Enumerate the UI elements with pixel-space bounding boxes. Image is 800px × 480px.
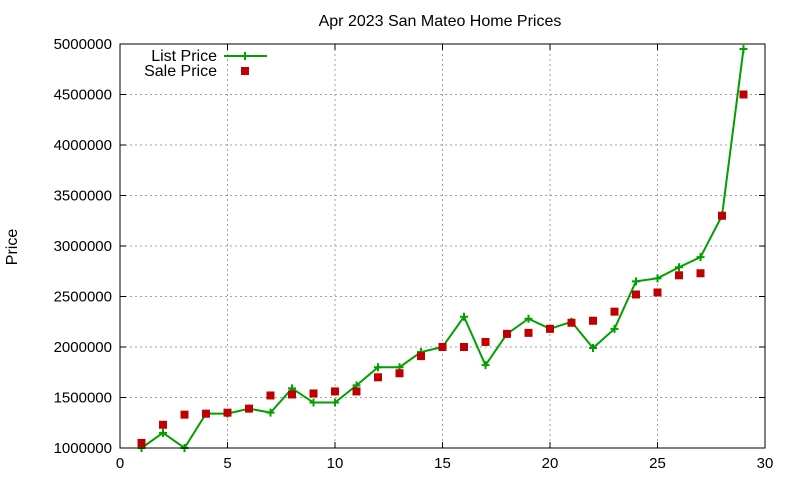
legend-sale-price-label: Sale Price [144, 63, 217, 80]
sale-price-point [180, 410, 189, 419]
list-price-point [675, 263, 683, 272]
series [137, 45, 748, 452]
legend-list-price-label: List Price [151, 48, 217, 65]
y-tick-label: 4000000 [54, 137, 112, 154]
x-tick-label: 30 [757, 455, 774, 472]
y-tick-label: 4500000 [54, 87, 112, 104]
sale-price-point [266, 391, 275, 400]
sale-price-point [374, 373, 382, 382]
sale-price-point [417, 352, 425, 361]
plot-frame [119, 43, 766, 449]
x-tick-label: 15 [434, 455, 451, 472]
sale-price-point [653, 288, 662, 297]
x-tick-label: 25 [649, 455, 666, 472]
list-price-point [266, 408, 275, 417]
y-tick-label: 2000000 [54, 339, 112, 356]
sale-price-point [309, 389, 318, 398]
sale-price-point [675, 271, 683, 280]
legend-sale-price-marker [241, 67, 249, 75]
sale-price-point [610, 307, 619, 316]
y-tick-label: 3500000 [54, 188, 112, 205]
sale-price-point [546, 324, 554, 333]
y-axis-label: Price [4, 229, 21, 266]
grid [120, 44, 765, 448]
y-tick-label: 3000000 [54, 238, 112, 255]
axis-ticks: 0 5 10 15 20 25 30 1000000 1500000 2000000 2500000… [54, 36, 774, 472]
y-tick-label: 1500000 [54, 390, 112, 407]
y-tick-label: 1000000 [54, 440, 112, 457]
sale-price-point [137, 438, 146, 447]
sale-price-point [223, 408, 232, 417]
sale-price-point [567, 318, 576, 327]
sale-price-point [245, 404, 253, 413]
sale-price-point [352, 387, 361, 396]
sale-price-point [524, 328, 533, 337]
x-tick-label: 5 [223, 455, 231, 472]
list-price-point [696, 253, 705, 262]
legend-list-price-marker [241, 52, 249, 60]
list-price-point [739, 45, 748, 54]
list-price-point [331, 398, 339, 407]
sale-price-point [438, 343, 447, 351]
sale-price-point [739, 90, 748, 99]
sale-price-point [159, 420, 167, 429]
list-price-point [589, 344, 597, 353]
list-price-point [159, 428, 167, 437]
sale-price-point [395, 369, 404, 378]
sale-price-point [288, 390, 296, 399]
sale-price-point [460, 343, 468, 351]
sale-price-point [503, 329, 511, 338]
list-price-point [653, 274, 662, 283]
list-price-point [524, 314, 533, 323]
x-tick-label: 0 [116, 455, 124, 472]
sale-price-point [632, 290, 640, 299]
list-price-point [632, 277, 640, 286]
list-price-point [481, 361, 490, 370]
sale-price-point [718, 211, 726, 220]
sale-price-point [589, 316, 597, 325]
x-tick-label: 20 [542, 455, 559, 472]
list-price-point [309, 398, 318, 407]
list-price-line [140, 48, 745, 450]
y-tick-label: 5000000 [54, 36, 112, 53]
list-price-point [460, 312, 468, 321]
x-tick-label: 10 [327, 455, 344, 472]
sale-price-point [696, 269, 705, 278]
chart-title: Apr 2023 San Mateo Home Prices [319, 13, 562, 30]
list-price-point [374, 363, 382, 372]
sale-price-point [202, 409, 210, 418]
y-tick-label: 2500000 [54, 289, 112, 306]
sale-price-point [331, 387, 339, 396]
sale-price-point [481, 337, 490, 346]
list-price-point [610, 324, 619, 333]
